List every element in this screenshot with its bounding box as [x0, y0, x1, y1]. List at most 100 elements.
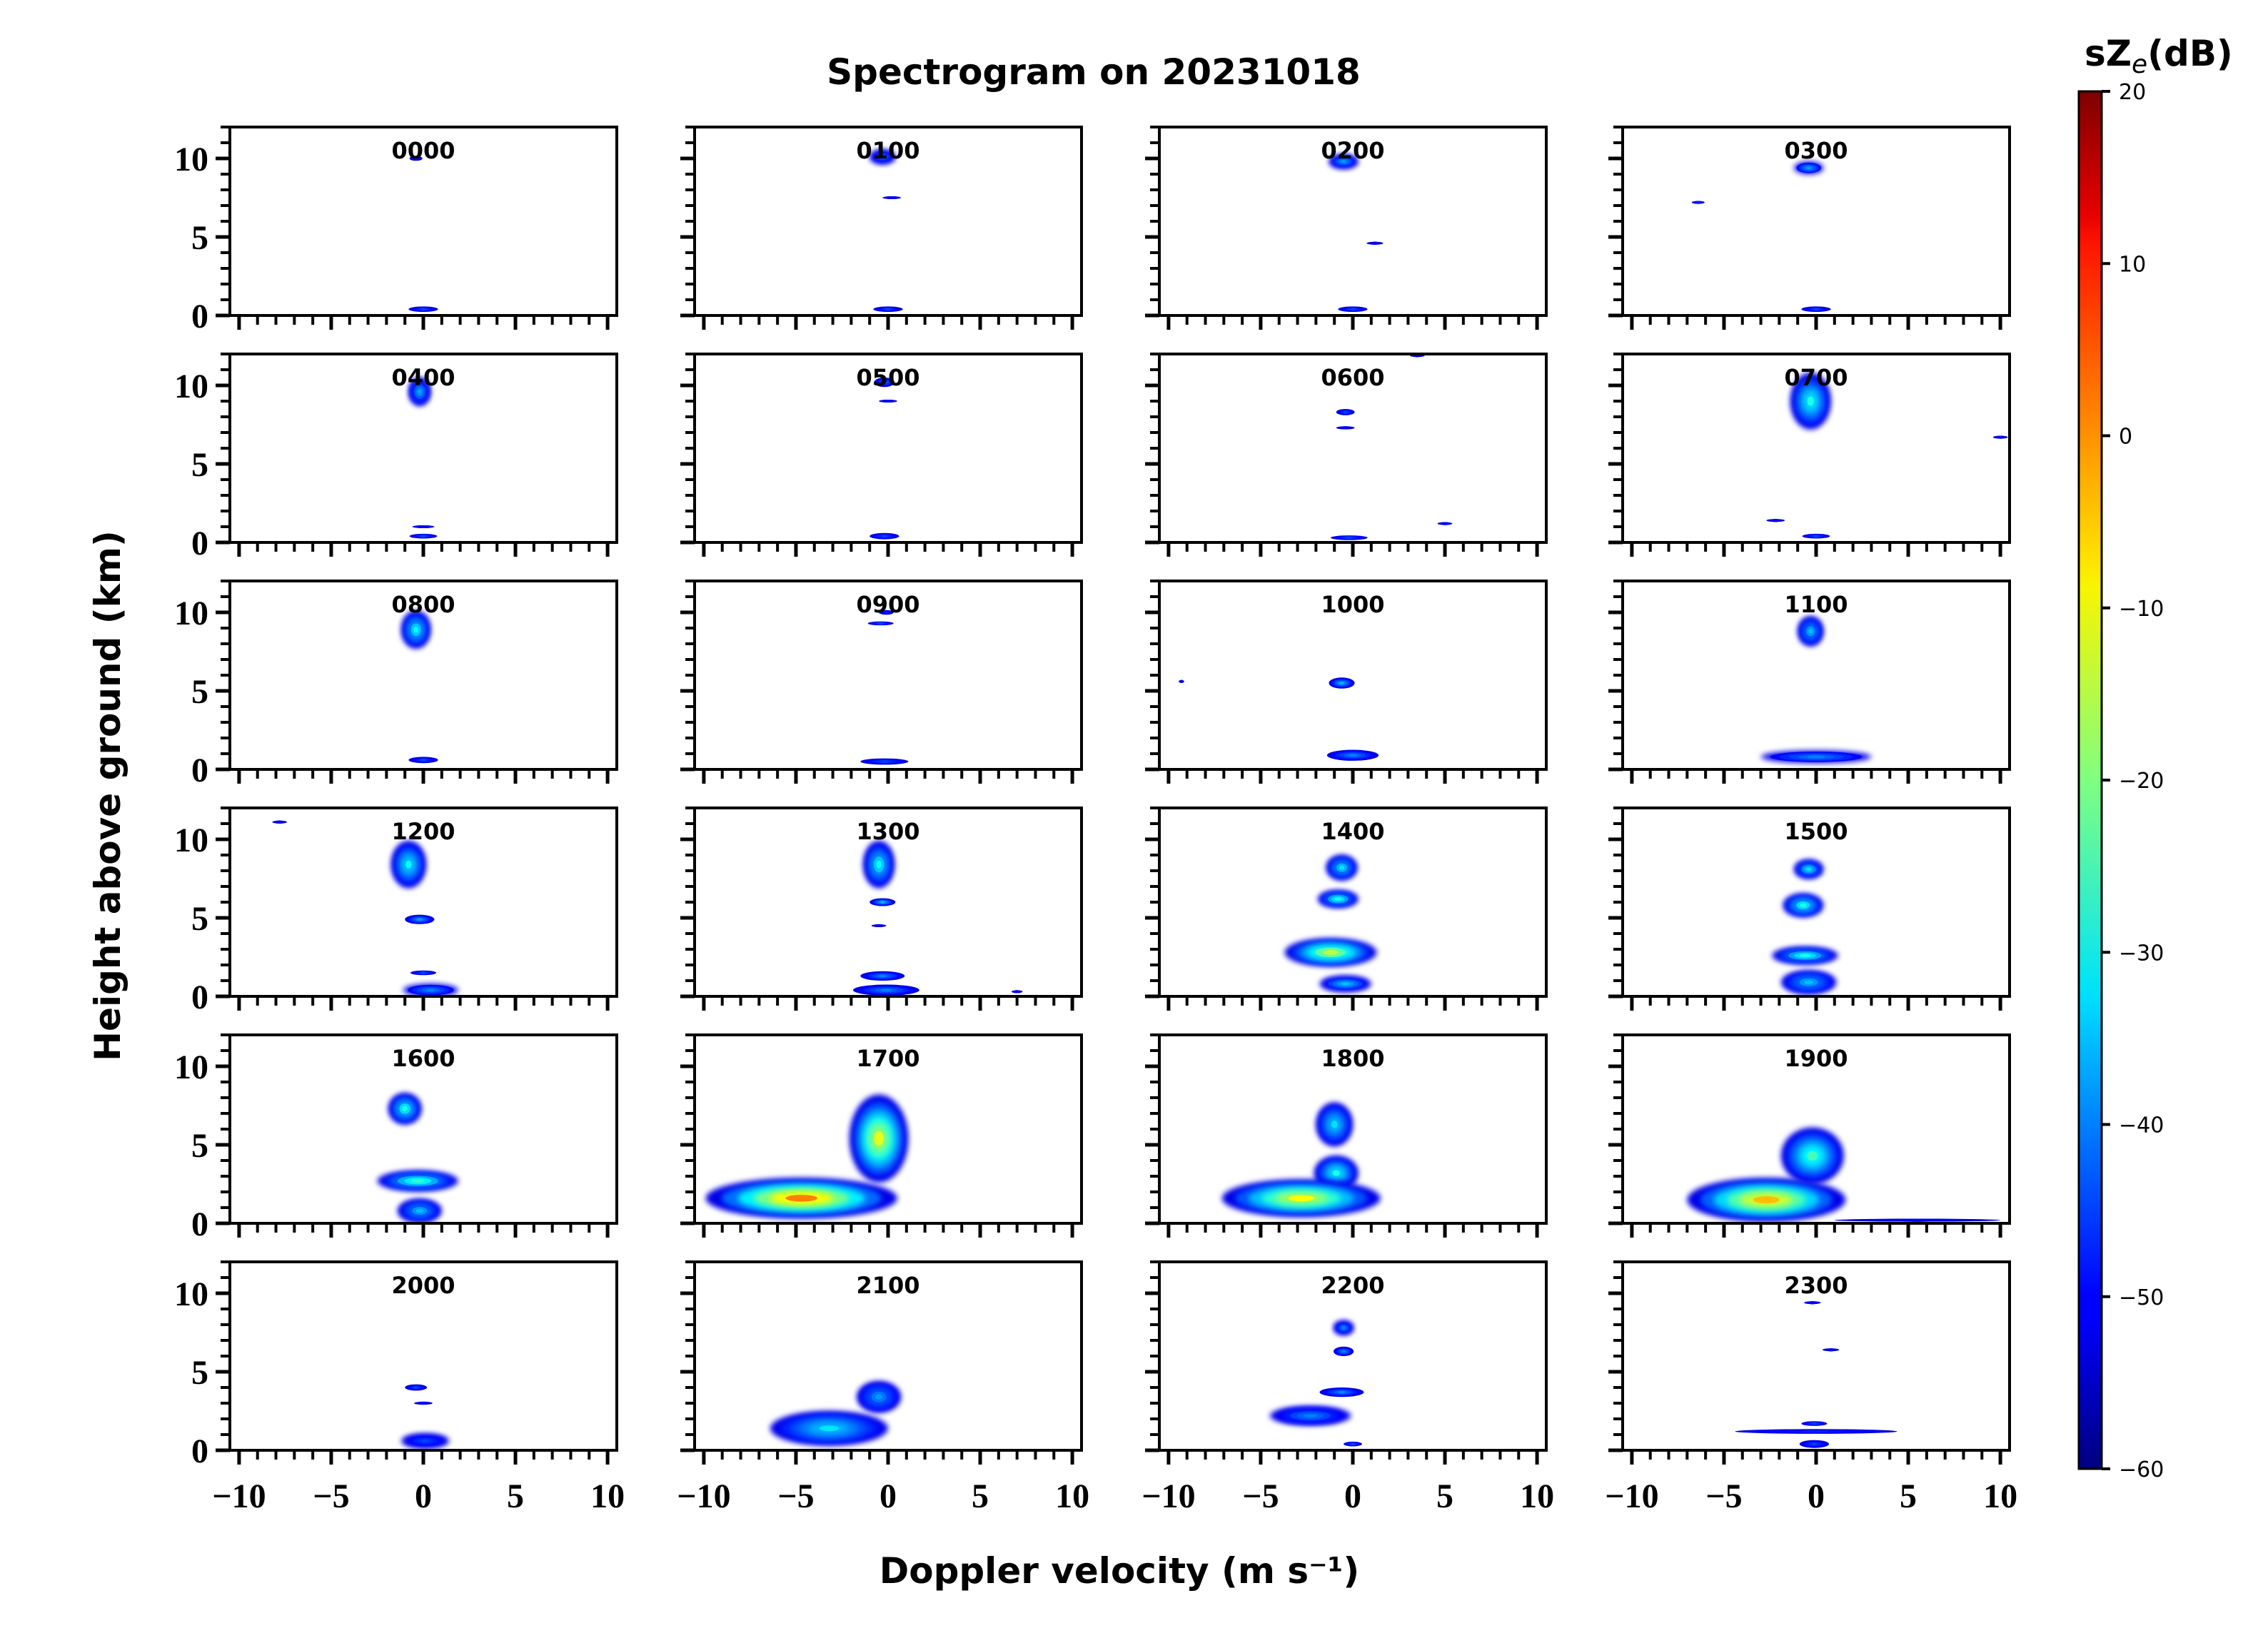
echo-contour: [1807, 1151, 1818, 1161]
echo-blob: [1326, 749, 1379, 761]
echo-blob: [1316, 1102, 1353, 1147]
panel-ticks: [1608, 1033, 2002, 1238]
panel-echoes: [1760, 616, 1872, 764]
echo-contour: [880, 760, 889, 763]
x-tick-label: 5: [507, 1477, 524, 1515]
panel-echoes: [770, 1381, 902, 1446]
echo-blob: [1823, 1348, 1840, 1352]
panel-ticks: [216, 1033, 610, 1238]
echo-blob: [408, 757, 438, 764]
panel-time-label: 1000: [1321, 591, 1384, 618]
panel-ticks: [216, 580, 610, 784]
echo-contour: [418, 389, 422, 395]
panel-echoes: [1221, 1102, 1381, 1218]
panel-echoes: [1269, 1320, 1364, 1447]
echo-contour: [1341, 1350, 1346, 1353]
colorbar-tick-label: 20: [2119, 80, 2146, 105]
echo-contour: [1341, 982, 1350, 986]
colorbar-tick-label: −60: [2119, 1457, 2164, 1482]
x-tick-label: 10: [1520, 1477, 1554, 1515]
panel-background: [1623, 127, 2010, 315]
echo-blob: [1284, 938, 1377, 967]
echo-blob: [1329, 154, 1359, 169]
panel-0700: 0700: [1608, 353, 2011, 557]
echo-contour: [420, 535, 426, 538]
panel-time-label: 0300: [1784, 137, 1848, 164]
panel-echoes: [1772, 859, 1838, 994]
echo-blob: [873, 306, 903, 313]
echo-blob: [1269, 1406, 1351, 1425]
colorbar-tick-label: 0: [2119, 425, 2132, 450]
echo-blob: [388, 1093, 422, 1125]
echo-blob: [405, 914, 435, 924]
panel-time-label: 1600: [391, 1045, 455, 1072]
echo-blob: [879, 610, 894, 615]
echo-contour: [414, 157, 418, 160]
echo-contour: [1344, 426, 1347, 430]
echo-blob: [705, 1178, 897, 1219]
echo-contour: [1339, 865, 1345, 870]
colorbar-label-sub: e: [2132, 50, 2147, 79]
colorbar-tick-label: −20: [2119, 769, 2164, 794]
echo-blob: [1011, 990, 1023, 994]
panel-ticks: [1608, 1260, 2002, 1465]
echo-contour: [413, 626, 419, 633]
echo-blob: [1366, 241, 1384, 245]
x-tick-label: 0: [880, 1477, 897, 1515]
panel-time-label: 2300: [1784, 1272, 1848, 1299]
echo-blob: [1783, 893, 1824, 917]
panel-background: [230, 1035, 617, 1223]
panel-echoes: [870, 378, 899, 540]
echo-blob: [1317, 890, 1359, 908]
echo-blob: [1794, 161, 1824, 174]
panel-echoes: [1284, 855, 1377, 992]
panel-echoes: [272, 820, 459, 996]
x-tick-label: −10: [677, 1477, 730, 1515]
echo-contour: [410, 1179, 425, 1183]
echo-contour: [879, 974, 887, 978]
panel-echoes: [1179, 677, 1379, 761]
echo-blob: [870, 898, 896, 906]
y-tick-label: 0: [191, 979, 208, 1016]
echo-blob: [1329, 677, 1355, 689]
panel-0500: 0500: [680, 353, 1083, 557]
echo-contour: [415, 1208, 423, 1213]
panel-echoes: [1687, 1127, 2001, 1222]
echo-blob: [1801, 1421, 1828, 1426]
y-tick-label: 10: [174, 821, 208, 859]
panel-time-label: 0600: [1321, 364, 1384, 391]
x-tick-label: −10: [1605, 1477, 1658, 1515]
panel-0600: 0600: [1145, 353, 1548, 557]
echo-blob: [408, 306, 438, 313]
panel-background: [1623, 581, 2010, 769]
panel-ticks: [1145, 807, 1539, 1011]
panel-1300: 1300: [680, 807, 1083, 1011]
echo-contour: [1350, 308, 1356, 311]
echo-contour: [1015, 990, 1019, 994]
echo-blob: [1735, 1429, 1897, 1434]
echo-contour: [420, 971, 426, 974]
echo-contour: [1339, 682, 1344, 684]
echo-contour: [1800, 903, 1807, 908]
echo-blob: [412, 525, 435, 528]
panel-ticks: [1145, 353, 1539, 557]
echo-blob: [1799, 1440, 1830, 1448]
echo-contour: [876, 860, 882, 869]
panel-ticks: [1608, 353, 2002, 557]
echo-blob: [1834, 1218, 2001, 1222]
colorbar-tick-label: −50: [2119, 1285, 2164, 1310]
x-tick-label: 0: [1808, 1477, 1825, 1515]
panel-2000: 2000 0 5 10 −10 −5 0 5 10: [174, 1260, 625, 1515]
panel-echoes: [1329, 154, 1384, 313]
echo-blob: [1794, 859, 1824, 879]
echo-contour: [402, 1106, 408, 1112]
echo-contour: [1803, 1430, 1830, 1433]
y-tick-label: 5: [191, 1127, 208, 1165]
echo-contour: [1799, 954, 1811, 957]
echo-blob: [1804, 1301, 1821, 1305]
panel-time-label: 2000: [391, 1272, 455, 1299]
echo-contour: [1288, 1195, 1315, 1202]
